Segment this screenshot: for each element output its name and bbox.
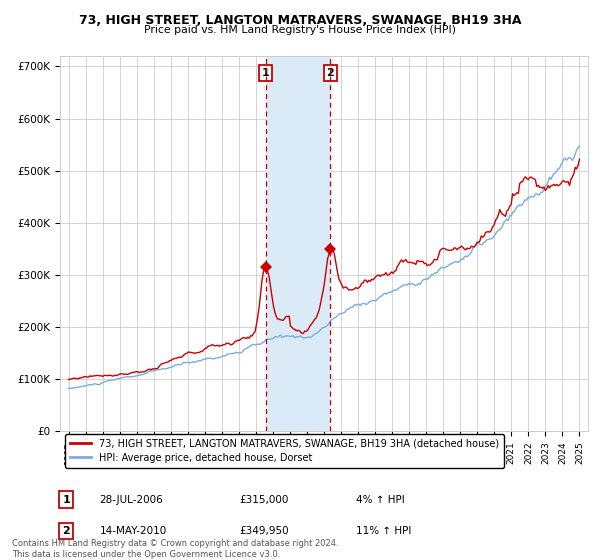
- Text: Contains HM Land Registry data © Crown copyright and database right 2024.
This d: Contains HM Land Registry data © Crown c…: [12, 539, 338, 559]
- Text: 1: 1: [262, 68, 269, 78]
- Text: 11% ↑ HPI: 11% ↑ HPI: [356, 526, 411, 536]
- Text: 4% ↑ HPI: 4% ↑ HPI: [356, 494, 404, 505]
- Text: £315,000: £315,000: [239, 494, 289, 505]
- Text: 2: 2: [62, 526, 70, 536]
- Text: Price paid vs. HM Land Registry's House Price Index (HPI): Price paid vs. HM Land Registry's House …: [144, 25, 456, 35]
- Text: 28-JUL-2006: 28-JUL-2006: [100, 494, 163, 505]
- Text: 2: 2: [326, 68, 334, 78]
- Text: £349,950: £349,950: [239, 526, 289, 536]
- Bar: [266, 56, 331, 431]
- Text: 1: 1: [62, 494, 70, 505]
- Legend: 73, HIGH STREET, LANGTON MATRAVERS, SWANAGE, BH19 3HA (detached house), HPI: Ave: 73, HIGH STREET, LANGTON MATRAVERS, SWAN…: [65, 434, 504, 468]
- Text: 14-MAY-2010: 14-MAY-2010: [100, 526, 167, 536]
- Text: 73, HIGH STREET, LANGTON MATRAVERS, SWANAGE, BH19 3HA: 73, HIGH STREET, LANGTON MATRAVERS, SWAN…: [79, 14, 521, 27]
